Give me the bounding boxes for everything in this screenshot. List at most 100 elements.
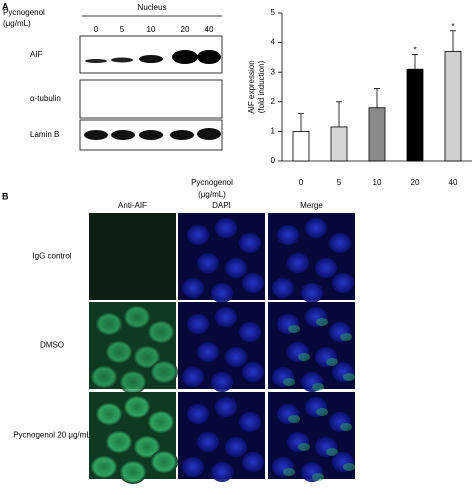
nucleus bbox=[215, 218, 237, 238]
nucleus bbox=[211, 462, 233, 482]
cell-signal bbox=[90, 365, 118, 389]
dose-label: 40 bbox=[205, 25, 214, 34]
nucleus bbox=[197, 432, 219, 452]
nucleus bbox=[187, 404, 209, 424]
fraction-label: Nucleus bbox=[138, 3, 167, 12]
cell-signal bbox=[119, 460, 147, 484]
cell-signal bbox=[288, 415, 300, 423]
cell-signal bbox=[150, 450, 178, 474]
cell-signal bbox=[326, 358, 338, 366]
nucleus bbox=[215, 307, 237, 327]
nucleus bbox=[242, 273, 264, 293]
band bbox=[139, 130, 163, 140]
nucleus bbox=[239, 322, 261, 342]
bar bbox=[368, 107, 386, 162]
cell-signal bbox=[95, 312, 123, 336]
y-tick-label: 2 bbox=[271, 97, 276, 106]
cell-signal bbox=[298, 443, 310, 451]
nucleus bbox=[305, 218, 327, 238]
micrographs bbox=[89, 213, 355, 484]
nucleus bbox=[182, 367, 204, 387]
band bbox=[197, 128, 221, 140]
bar bbox=[292, 130, 310, 162]
x-tick-label: 5 bbox=[337, 178, 342, 187]
cell-signal bbox=[147, 320, 175, 344]
bar bbox=[444, 51, 462, 162]
y-tick-label: 3 bbox=[271, 67, 276, 76]
blot-box bbox=[79, 79, 223, 119]
cell-signal bbox=[119, 370, 147, 394]
row-label: Pycnogenol 20 μg/mL bbox=[13, 431, 91, 440]
column-header: Merge bbox=[300, 201, 323, 210]
column-header: DAPI bbox=[212, 201, 231, 210]
cell-signal bbox=[283, 378, 295, 386]
band bbox=[111, 130, 135, 140]
cell-signal bbox=[123, 395, 151, 419]
x-tick-label: 20 bbox=[411, 178, 420, 187]
row-label: AIF bbox=[30, 50, 43, 59]
significance-mark: * bbox=[413, 46, 416, 55]
band bbox=[197, 50, 221, 64]
cell-signal bbox=[312, 473, 324, 481]
cell-signal bbox=[133, 345, 161, 369]
dose-label: 5 bbox=[120, 25, 125, 34]
nucleus bbox=[272, 278, 294, 298]
nucleus bbox=[182, 278, 204, 298]
y-axis-title: AIF expression bbox=[247, 60, 256, 113]
cell-signal bbox=[105, 340, 133, 364]
dose-label: 0 bbox=[94, 25, 99, 34]
row-label: Lamin B bbox=[30, 130, 59, 139]
y-axis-title: (fold induction) bbox=[257, 60, 266, 113]
panel-label: A bbox=[2, 1, 9, 11]
nucleus bbox=[225, 258, 247, 278]
nucleus bbox=[242, 362, 264, 382]
nucleus bbox=[182, 457, 204, 477]
nucleus bbox=[187, 225, 209, 245]
band bbox=[111, 57, 133, 63]
cell-signal bbox=[343, 373, 355, 381]
nucleus bbox=[225, 437, 247, 457]
nucleus bbox=[197, 342, 219, 362]
nucleus bbox=[239, 233, 261, 253]
y-tick-label: 5 bbox=[271, 8, 276, 17]
cell-signal bbox=[316, 318, 328, 326]
bar bbox=[406, 68, 424, 162]
nucleus bbox=[301, 283, 323, 303]
nucleus bbox=[332, 273, 354, 293]
cell-signal bbox=[312, 383, 324, 391]
x-tick-label: 40 bbox=[449, 178, 458, 187]
cell-signal bbox=[133, 435, 161, 459]
cell-signal bbox=[288, 325, 300, 333]
nucleus bbox=[215, 397, 237, 417]
band bbox=[172, 50, 198, 64]
nucleus bbox=[211, 283, 233, 303]
cell-signal bbox=[90, 455, 118, 479]
bar bbox=[330, 126, 348, 162]
cell-signal bbox=[316, 408, 328, 416]
x-tick-label: 0 bbox=[299, 178, 304, 187]
dose-label: 10 bbox=[147, 25, 156, 34]
band bbox=[85, 59, 107, 63]
cell-signal bbox=[326, 448, 338, 456]
panel-label: B bbox=[2, 191, 9, 201]
cell-signal bbox=[105, 430, 133, 454]
treatment-label: Pycnogenol bbox=[3, 8, 45, 17]
y-tick-label: 1 bbox=[271, 127, 276, 136]
cell-signal bbox=[340, 333, 352, 341]
micrograph bbox=[89, 213, 176, 300]
row-label: IgG control bbox=[32, 252, 71, 261]
band bbox=[170, 130, 194, 140]
y-tick-label: 4 bbox=[271, 38, 276, 47]
cell-signal bbox=[95, 402, 123, 426]
treatment-label: (μg/mL) bbox=[3, 19, 31, 28]
dose-label: 20 bbox=[181, 25, 190, 34]
cell-signal bbox=[343, 463, 355, 471]
x-axis-title: (μg/mL) bbox=[198, 190, 226, 199]
cell-signal bbox=[298, 353, 310, 361]
nucleus bbox=[287, 253, 309, 273]
nucleus bbox=[239, 412, 261, 432]
x-tick-label: 10 bbox=[373, 178, 382, 187]
cell-signal bbox=[283, 468, 295, 476]
nucleus bbox=[225, 347, 247, 367]
